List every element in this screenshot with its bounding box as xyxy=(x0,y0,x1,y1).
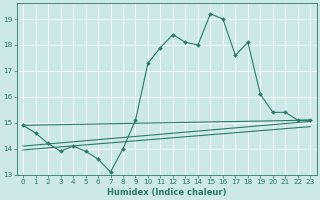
X-axis label: Humidex (Indice chaleur): Humidex (Indice chaleur) xyxy=(107,188,227,197)
